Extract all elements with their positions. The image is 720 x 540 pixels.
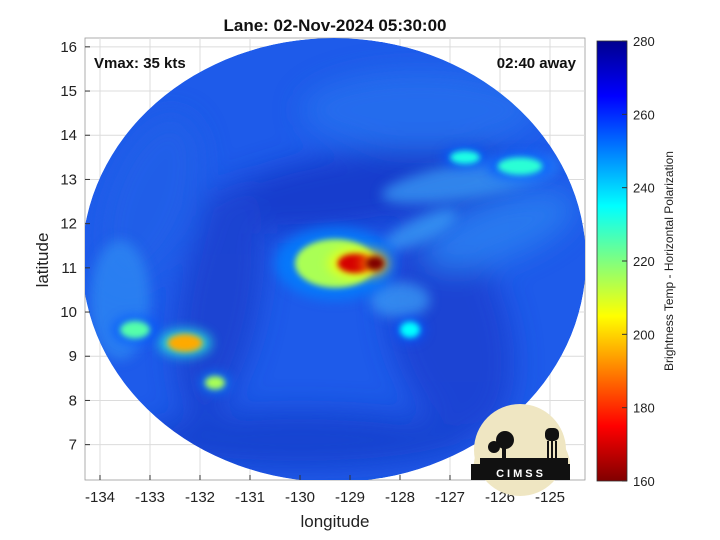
y-tick-label: 14	[60, 127, 77, 144]
colorbar-tick-label: 200	[633, 327, 655, 342]
convection-cell	[366, 256, 384, 271]
convection-cell	[497, 157, 543, 176]
plot-title: Lane: 02-Nov-2024 05:30:00	[223, 16, 446, 35]
convection-cell	[450, 150, 480, 164]
x-tick-label: -129	[335, 489, 365, 506]
y-tick-label: 13	[60, 171, 77, 188]
colorbar-tick-label: 180	[633, 401, 655, 416]
y-tick-label: 9	[69, 348, 77, 365]
y-tick-label: 7	[69, 437, 77, 454]
y-tick-label: 11	[61, 260, 77, 277]
logo-text: CIMSS	[496, 468, 546, 480]
colorbar-tick-label: 260	[633, 107, 655, 122]
colorbar-tick-label: 220	[633, 254, 655, 269]
x-tick-label: -131	[235, 489, 265, 506]
x-axis-title: longitude	[300, 512, 369, 531]
colorbar-tick-label: 240	[633, 181, 655, 196]
microwave-swath	[85, 38, 585, 480]
y-tick-label: 16	[60, 39, 77, 56]
vmax-annotation: Vmax: 35 kts	[94, 55, 186, 72]
cimss-logo: CIMSS	[471, 404, 570, 496]
colorbar-tick-label: 280	[633, 34, 655, 49]
x-tick-label: -128	[385, 489, 415, 506]
colorbar: 160 180 200 220 240 260 280 Brightness Temp - …	[596, 34, 676, 489]
convection-cell	[205, 376, 225, 390]
colorbar-tick-label: 160	[633, 474, 655, 489]
convection-cell	[400, 321, 420, 338]
x-tick-label: -130	[285, 489, 315, 506]
convection-cell	[120, 320, 150, 339]
y-tick-label: 12	[60, 216, 77, 233]
y-axis-title: latitude	[33, 233, 52, 288]
convection-cell	[167, 334, 203, 352]
colorbar-title: Brightness Temp - Horizontal Polarizatio…	[662, 151, 676, 371]
y-tick-label: 10	[60, 304, 77, 321]
time-away-annotation: 02:40 away	[497, 55, 577, 72]
x-tick-label: -132	[185, 489, 215, 506]
x-tick-label: -127	[435, 489, 465, 506]
x-tick-label: -133	[135, 489, 165, 506]
y-tick-label: 8	[69, 392, 77, 409]
x-tick-label: -125	[535, 489, 565, 506]
x-tick-label: -134	[85, 489, 115, 506]
y-tick-label: 15	[60, 83, 77, 100]
